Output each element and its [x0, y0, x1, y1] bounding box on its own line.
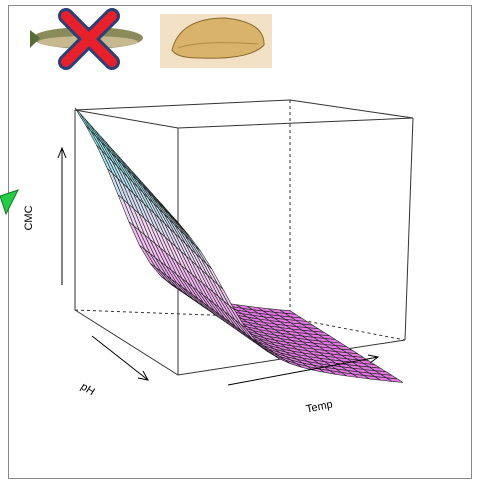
clam-icon: [160, 14, 272, 68]
surface: [74, 107, 404, 383]
axis-arrows: [57, 146, 380, 386]
y-axis-label: Temp: [305, 398, 334, 415]
frame: [8, 5, 472, 479]
fish-icon: [30, 8, 143, 70]
green-arrow: [0, 189, 19, 216]
surface-facet: [172, 216, 190, 237]
z-axis-label: CMC: [23, 205, 35, 230]
